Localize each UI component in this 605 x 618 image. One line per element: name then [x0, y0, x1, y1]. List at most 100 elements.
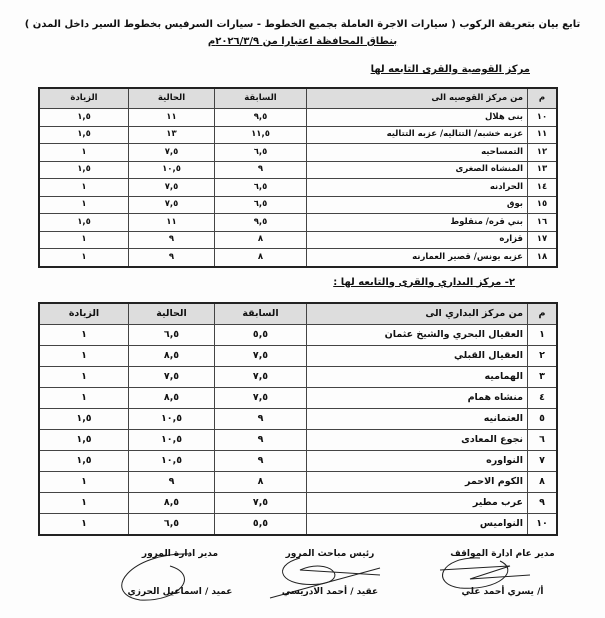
- table-cell: ٩: [128, 248, 215, 267]
- column-header: الزيادة: [38, 302, 129, 325]
- table-cell: ١,٥: [38, 428, 129, 451]
- table-row: ١٤ الحرادنه ٦,٥ ٧,٥ ١: [38, 178, 558, 197]
- column-header: الزيادة: [38, 87, 129, 109]
- table-cell: ٧,٥: [128, 195, 215, 214]
- table-row: ١١ عزبه خشبه/ التتاليه/ عزبه التتاليه ١١,٥…: [38, 125, 558, 144]
- table-cell: ١: [38, 230, 129, 249]
- table-cell: ٩: [214, 428, 307, 451]
- table-cell: ١: [38, 470, 129, 493]
- fare-table-qusiya: م من مركز القوصيه الى السابقة الحالية الزياد…: [38, 87, 558, 268]
- table-cell: ١: [38, 323, 129, 346]
- table-row: ١٨ عزبه يونس/ قصير العمارنه ٨ ٩ ١: [38, 248, 558, 267]
- section2-title: ٢- مركز البداري والقرى والتابعه لها :: [333, 276, 515, 288]
- column-header: م: [527, 87, 558, 109]
- table-cell: ٧,٥: [214, 491, 307, 514]
- table-row: ١ العقيال البحري والشيخ عثمان ٥,٥ ٦,٥ ١: [38, 323, 558, 346]
- table-row: ٧ النواوره ٩ ١٠,٥ ١,٥: [38, 449, 558, 472]
- table-cell: ٦,٥: [214, 195, 307, 214]
- table-cell: ١٣: [527, 160, 558, 179]
- table-cell: النواميس: [306, 512, 528, 535]
- table-row: ٥ العتمانيه ٩ ١٠,٥ ١,٥: [38, 407, 558, 430]
- table-cell: العقيال القبلي: [306, 344, 528, 367]
- table-cell: ٨: [214, 248, 307, 267]
- table-cell: ٧,٥: [128, 178, 215, 197]
- table-cell: ١٨: [527, 248, 558, 267]
- table-cell: عرب مطير: [306, 491, 528, 514]
- table-row: ١٠ النواميس ٥,٥ ٦,٥ ١: [38, 512, 558, 535]
- table-cell: ١١: [128, 213, 215, 232]
- table-cell: ٥,٥: [214, 512, 307, 535]
- table-row: ١٧ قزاره ٨ ٩ ١: [38, 230, 558, 249]
- table-cell: ٣: [527, 365, 558, 388]
- table-cell: ٩: [128, 230, 215, 249]
- table-cell: ١,٥: [38, 407, 129, 430]
- table-row: ٢ العقيال القبلي ٧,٥ ٨,٥ ١: [38, 344, 558, 367]
- table-cell: التمساحيه: [306, 143, 528, 162]
- column-header: السابقة: [214, 302, 307, 325]
- table-cell: الهماميه: [306, 365, 528, 388]
- column-header: السابقة: [214, 87, 307, 109]
- column-header: الحالية: [128, 87, 215, 109]
- table-cell: العتمانيه: [306, 407, 528, 430]
- table-cell: قزاره: [306, 230, 528, 249]
- signature-name: عقيد / أحمد الادريسي: [281, 586, 379, 597]
- table-cell: ٧,٥: [128, 365, 215, 388]
- table-row: ٦ نجوع المعادى ٩ ١٠,٥ ١,٥: [38, 428, 558, 451]
- column-header: من مركز البداري الى: [306, 302, 528, 325]
- table-cell: ٧,٥: [214, 344, 307, 367]
- table-cell: ٩,٥: [214, 108, 307, 127]
- signature-block-traffic-director: مدير ادارة المرور عميد / اسماعيل الحرزي: [110, 548, 250, 598]
- table-cell: ٩: [527, 491, 558, 514]
- signature-role: مدير عام ادارة المواقف: [450, 548, 555, 559]
- table-cell: النواوره: [306, 449, 528, 472]
- table-cell: ٥,٥: [214, 323, 307, 346]
- signatures-area: مدير عام ادارة المواقف أ/ يسري أحمد علي …: [0, 548, 605, 604]
- table-cell: عزبه خشبه/ التتاليه/ عزبه التتاليه: [306, 125, 528, 144]
- table-cell: ٨: [214, 230, 307, 249]
- section1-title: مركز القوصية والقرى التابعه لها: [370, 64, 530, 75]
- table-cell: منشاه همام: [306, 386, 528, 409]
- table-cell: ١,٥: [38, 160, 129, 179]
- signature-block-parking: مدير عام ادارة المواقف أ/ يسري أحمد علي: [440, 548, 565, 598]
- table-cell: ١١: [128, 108, 215, 127]
- table-cell: ٩: [128, 470, 215, 493]
- signature-name: أ/ يسري أحمد علي: [461, 586, 544, 597]
- table-cell: ١,٥: [38, 449, 129, 472]
- table-row: ١٠ بنى هلال ٩,٥ ١١ ١,٥: [38, 108, 558, 127]
- table-cell: ٥: [527, 407, 558, 430]
- table-cell: ١: [38, 365, 129, 388]
- table-cell: ٧,٥: [214, 365, 307, 388]
- table-cell: الحرادنه: [306, 178, 528, 197]
- table-cell: ٩: [214, 449, 307, 472]
- table-cell: ٨,٥: [128, 386, 215, 409]
- table-cell: ١٠: [527, 512, 558, 535]
- table-row: ٩ عرب مطير ٧,٥ ٨,٥ ١: [38, 491, 558, 514]
- table-cell: ٧: [527, 449, 558, 472]
- table-cell: ١,٥: [38, 125, 129, 144]
- table-cell: ٦,٥: [128, 323, 215, 346]
- table-cell: ١: [38, 143, 129, 162]
- table-cell: ٩: [214, 160, 307, 179]
- table-cell: العقيال البحري والشيخ عثمان: [306, 323, 528, 346]
- table-cell: ٩: [214, 407, 307, 430]
- table-cell: ١: [38, 195, 129, 214]
- table-cell: ١٣: [128, 125, 215, 144]
- table-cell: ١٧: [527, 230, 558, 249]
- table-cell: بنى هلال: [306, 108, 528, 127]
- table-row: ٤ منشاه همام ٧,٥ ٨,٥ ١: [38, 386, 558, 409]
- table-row: ١٥ بوق ٦,٥ ٧,٥ ١: [38, 195, 558, 214]
- column-header: م: [527, 302, 558, 325]
- table-cell: ١٥: [527, 195, 558, 214]
- table-cell: ١: [38, 386, 129, 409]
- table-cell: ٨: [214, 470, 307, 493]
- table-cell: ١: [38, 512, 129, 535]
- table-row: ٨ الكوم الاحمر ٨ ٩ ١: [38, 470, 558, 493]
- table-cell: ٦,٥: [214, 178, 307, 197]
- table-cell: ١: [38, 248, 129, 267]
- signature-name: عميد / اسماعيل الحرزي: [127, 586, 233, 597]
- table-cell: ١١,٥: [214, 125, 307, 144]
- table-cell: ١٠,٥: [128, 407, 215, 430]
- table-cell: ١٢: [527, 143, 558, 162]
- column-header: من مركز القوصيه الى: [306, 87, 528, 109]
